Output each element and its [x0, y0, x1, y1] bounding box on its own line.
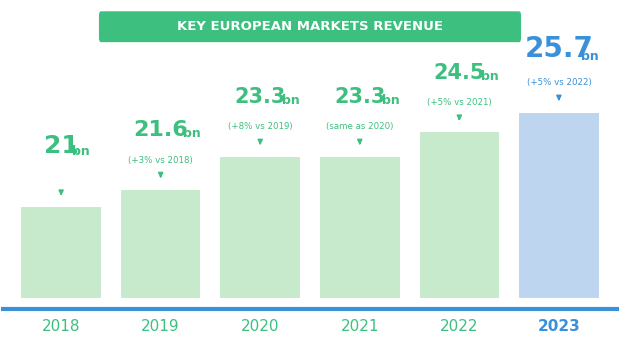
Text: (+8% vs 2019): (+8% vs 2019) [228, 122, 293, 131]
Text: 21.6: 21.6 [133, 120, 188, 140]
FancyBboxPatch shape [20, 206, 102, 299]
Text: 2018: 2018 [42, 319, 81, 334]
Text: (+5% vs 2021): (+5% vs 2021) [427, 98, 492, 107]
Text: 2023: 2023 [538, 319, 580, 334]
Text: bn: bn [382, 94, 399, 107]
Text: 25.7: 25.7 [525, 35, 593, 63]
Text: bn: bn [282, 94, 300, 107]
Text: bn: bn [481, 70, 499, 83]
Text: KEY EUROPEAN MARKETS REVENUE: KEY EUROPEAN MARKETS REVENUE [177, 20, 443, 33]
Text: 2021: 2021 [340, 319, 379, 334]
Text: bn: bn [182, 127, 200, 140]
FancyBboxPatch shape [418, 131, 500, 299]
Text: bn: bn [72, 145, 90, 158]
Text: 23.3: 23.3 [234, 87, 286, 107]
Text: (+3% vs 2018): (+3% vs 2018) [128, 155, 193, 164]
Text: 24.5: 24.5 [433, 63, 485, 83]
FancyBboxPatch shape [120, 189, 202, 299]
FancyBboxPatch shape [99, 11, 521, 42]
Text: (+5% vs 2022): (+5% vs 2022) [526, 79, 591, 87]
Text: 21: 21 [43, 134, 79, 158]
Text: 2022: 2022 [440, 319, 479, 334]
Text: 2020: 2020 [241, 319, 280, 334]
Text: (same as 2020): (same as 2020) [326, 122, 394, 131]
Text: 23.3: 23.3 [334, 87, 386, 107]
FancyBboxPatch shape [518, 112, 600, 299]
Text: bn: bn [581, 50, 598, 63]
FancyBboxPatch shape [219, 156, 301, 299]
Text: 2019: 2019 [141, 319, 180, 334]
FancyBboxPatch shape [319, 156, 401, 299]
